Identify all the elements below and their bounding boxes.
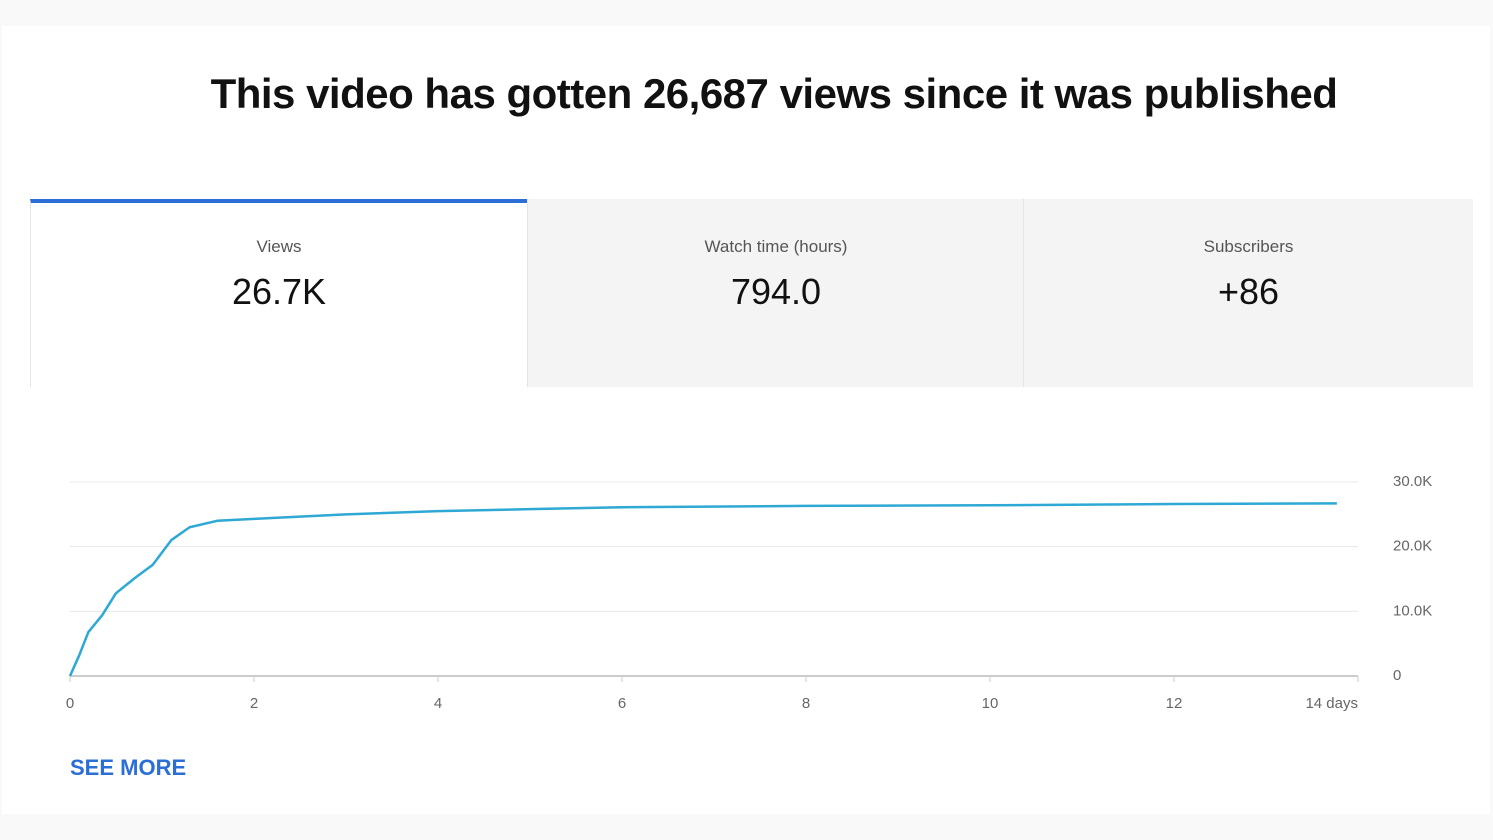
- x-tick-label: 14 days: [1305, 695, 1358, 712]
- x-tick-label: 12: [1166, 695, 1183, 712]
- line: [68, 502, 1337, 677]
- title: This video has gotten 26,687 views since…: [210, 70, 1338, 117]
- x-tick-label: 8: [802, 695, 810, 712]
- tab-label: Subscribers: [1203, 237, 1294, 256]
- y-tick-label: 30.0K: [1393, 473, 1432, 490]
- see-more-link[interactable]: SEE MORE: [70, 755, 187, 780]
- x-tick-label: 10: [982, 695, 999, 712]
- tab[interactable]: Watch time (hours) 794.0: [527, 199, 1024, 387]
- x-tick-label: 6: [618, 695, 626, 712]
- tab-label: Watch time (hours): [704, 237, 848, 256]
- card: [2, 26, 1490, 814]
- tab-value: 794.0: [730, 271, 822, 312]
- y-tick-label: 20.0K: [1393, 538, 1432, 555]
- x-tick-label: 0: [66, 695, 74, 712]
- tab[interactable]: Views 26.7K: [30, 199, 527, 387]
- x-tick-label: 2: [250, 695, 258, 712]
- tab[interactable]: Subscribers +86: [1023, 199, 1473, 387]
- y-tick-label: 10.0K: [1393, 602, 1432, 619]
- y-tick-label: 0: [1393, 667, 1401, 684]
- x-tick-label: 4: [434, 695, 442, 712]
- tab-value: 26.7K: [231, 271, 327, 312]
- tab-label: Views: [256, 237, 302, 256]
- tab-value: +86: [1217, 271, 1280, 312]
